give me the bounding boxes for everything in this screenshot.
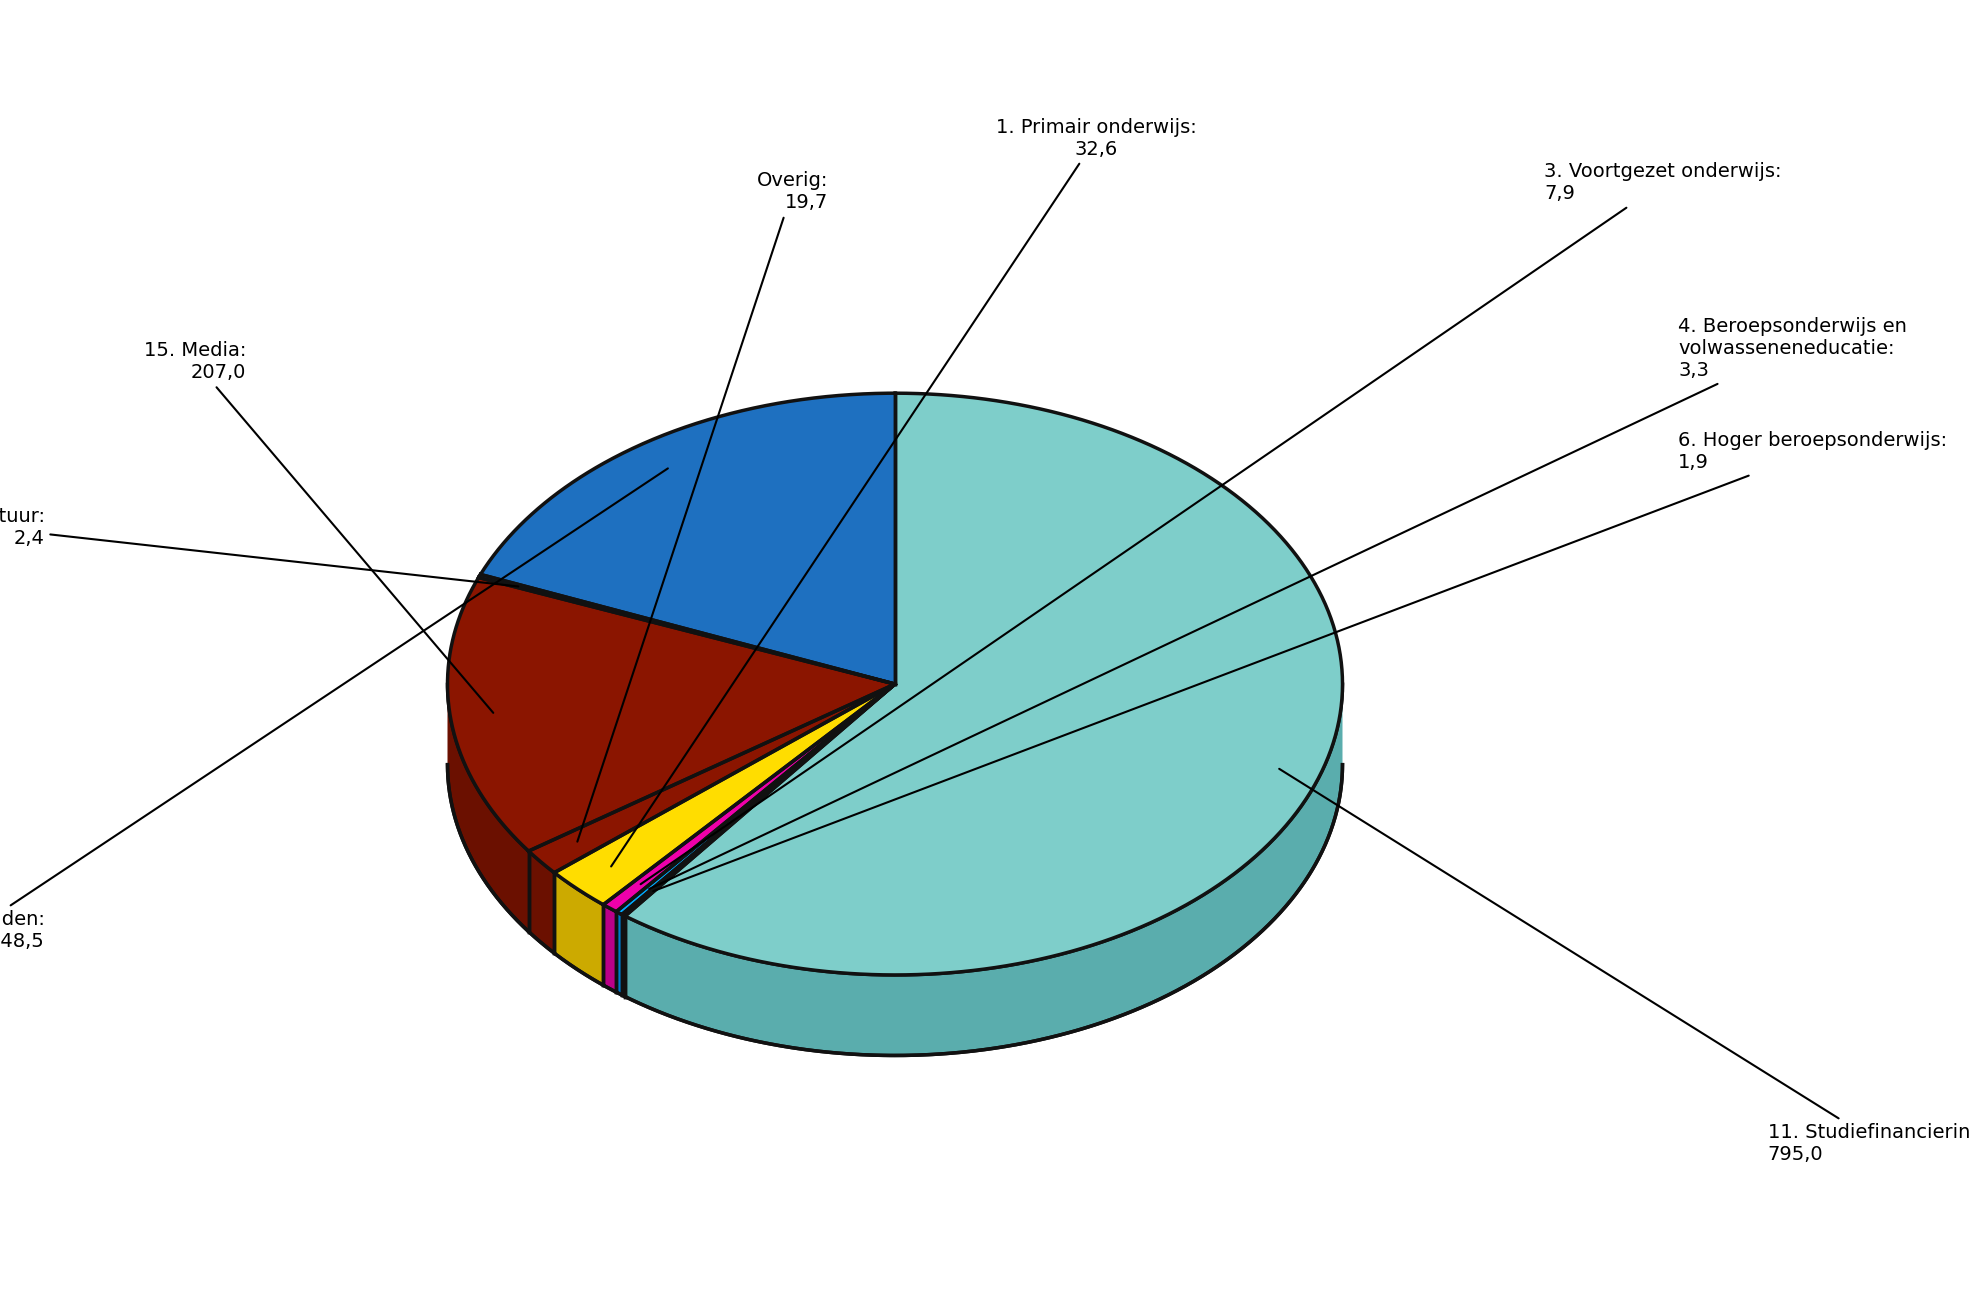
- Polygon shape: [616, 912, 622, 995]
- Text: 13. Lesgelden:
248,5: 13. Lesgelden: 248,5: [0, 468, 667, 951]
- Polygon shape: [528, 851, 555, 954]
- Polygon shape: [480, 393, 896, 684]
- Polygon shape: [555, 873, 603, 985]
- Text: 6. Hoger beroepsonderwijs:
1,9: 6. Hoger beroepsonderwijs: 1,9: [654, 431, 1947, 891]
- Polygon shape: [603, 684, 896, 912]
- Polygon shape: [447, 578, 896, 851]
- Polygon shape: [624, 686, 1343, 1055]
- Text: Overig:
19,7: Overig: 19,7: [577, 172, 827, 842]
- Text: 14. Cultuur:
2,4: 14. Cultuur: 2,4: [0, 507, 518, 587]
- Polygon shape: [478, 575, 896, 684]
- Polygon shape: [622, 915, 624, 997]
- Polygon shape: [616, 684, 896, 915]
- Text: 15. Media:
207,0: 15. Media: 207,0: [144, 341, 494, 713]
- Text: 3. Voortgezet onderwijs:
7,9: 3. Voortgezet onderwijs: 7,9: [640, 163, 1782, 885]
- Polygon shape: [624, 393, 1343, 974]
- Text: 11. Studiefinanciering:
795,0: 11. Studiefinanciering: 795,0: [1280, 769, 1969, 1163]
- Polygon shape: [603, 904, 616, 993]
- Polygon shape: [555, 684, 896, 904]
- Text: 1. Primair onderwijs:
32,6: 1. Primair onderwijs: 32,6: [610, 117, 1197, 866]
- Text: 4. Beroepsonderwijs en
volwasseneneducatie:
3,3: 4. Beroepsonderwijs en volwasseneneducat…: [650, 317, 1908, 889]
- Polygon shape: [528, 684, 896, 873]
- Polygon shape: [622, 684, 896, 916]
- Polygon shape: [447, 684, 528, 932]
